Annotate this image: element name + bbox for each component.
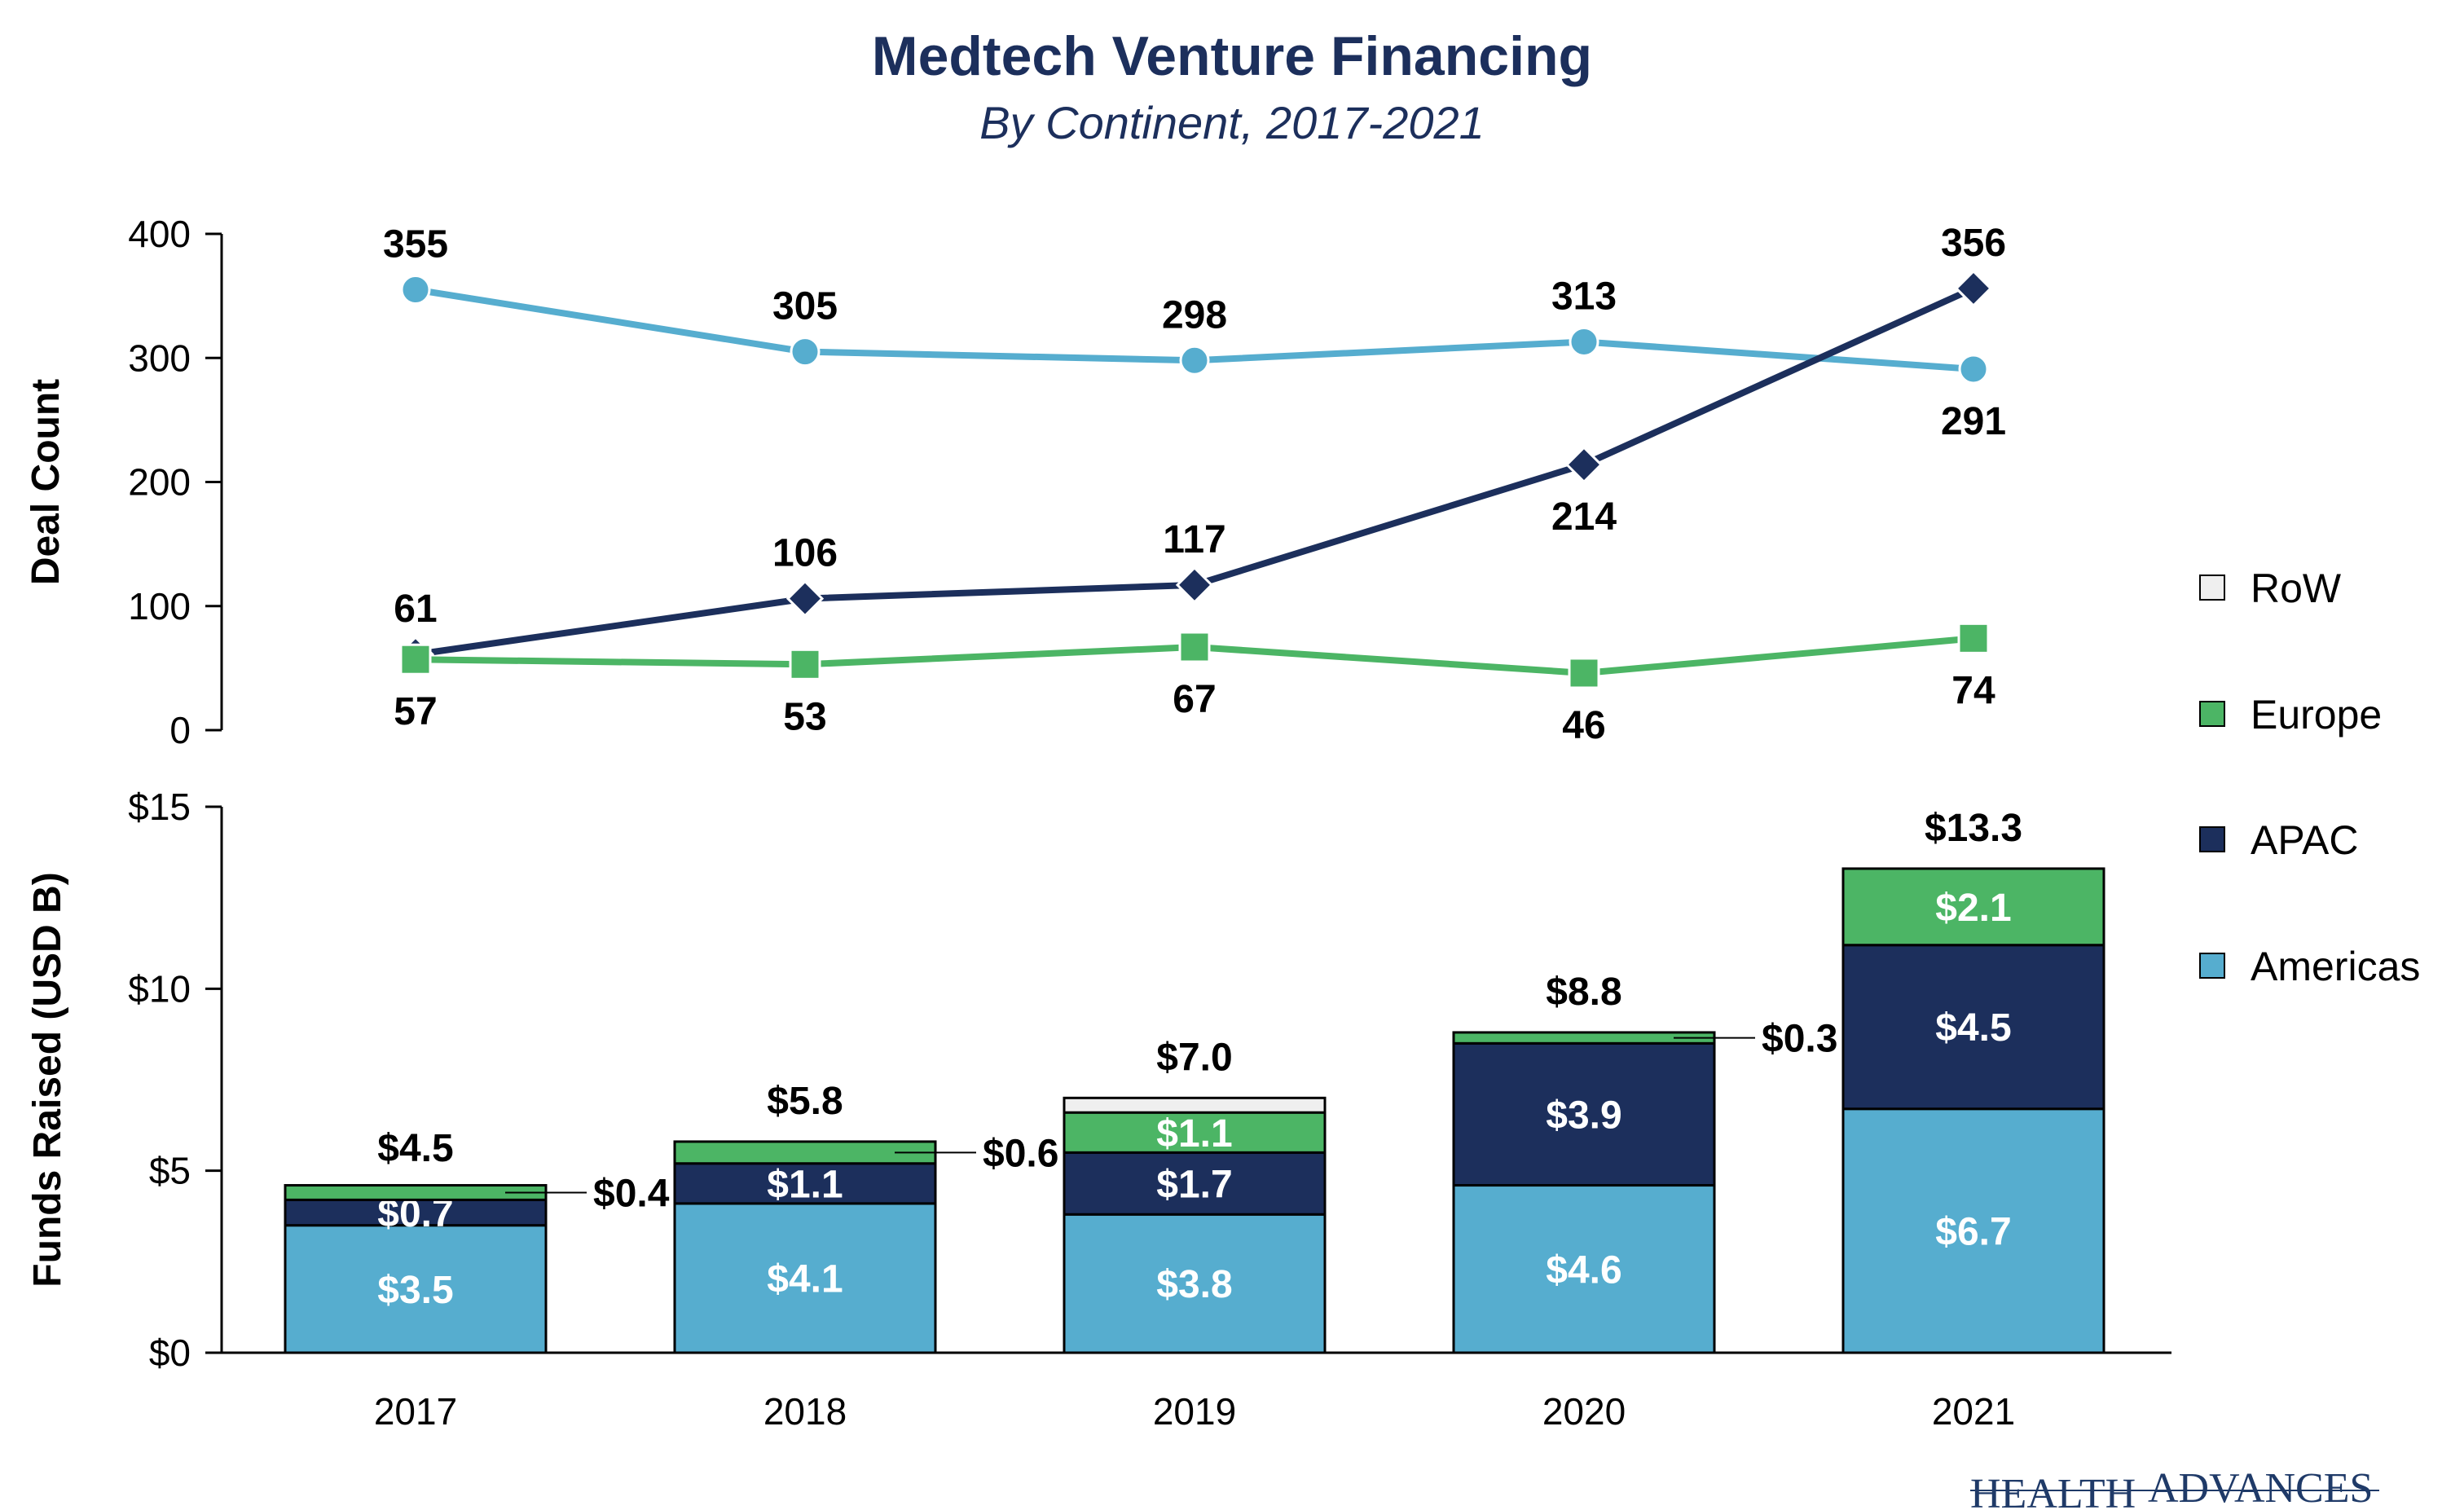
bar-total-label: $8.8 [1546,971,1621,1014]
bar-segment-europe [1841,867,2105,947]
data-label-apac: 117 [1163,518,1225,561]
bar-label-americas: $3.5 [377,1269,453,1312]
point-apac [1175,566,1214,604]
bar-total-label: $4.5 [377,1127,453,1170]
point-americas [790,337,821,368]
deal-count-line-chart: 0 100 200 300 400 Deal Count 355 305 298 313 291 61… [24,213,2006,751]
data-label-americas: 291 [1941,400,2006,443]
funds-tick-label: $10 [128,967,191,1010]
bar-segment-europe [1063,1111,1327,1154]
data-label-americas: 298 [1162,293,1227,337]
bar-label-apac: $1.1 [767,1163,843,1206]
legend-label-europe: Europe [2251,692,2382,737]
x-category-label: 2021 [1932,1390,2015,1433]
bar-segment-apac [1452,1041,1716,1187]
bar-segment-americas [284,1224,548,1354]
data-label-apac: 214 [1551,495,1617,539]
deal-count-axis-title: Deal Count [24,379,68,585]
bar-label-americas: $4.1 [767,1257,843,1301]
bar-label-apac: $3.9 [1546,1094,1621,1137]
bar-label-europe: $0.3 [1762,1018,1837,1061]
point-apac [785,579,825,618]
bar-segment-apac [1063,1151,1327,1216]
health-advances-logo: HEALTH ADVANCES [1970,1465,2379,1510]
point-americas [1179,345,1210,376]
point-europe [1568,657,1600,689]
data-label-europe: 46 [1562,704,1605,747]
data-label-apac: 356 [1941,222,2006,265]
bar-segment-apac [284,1198,548,1227]
bar-segment-apac [1841,944,2105,1111]
data-label-americas: 305 [772,285,838,328]
x-category-label: 2017 [374,1390,457,1433]
chart-title: Medtech Venture Financing [872,25,1592,87]
bar-label-apac: $4.5 [1935,1006,2011,1050]
data-label-europe: 53 [783,695,826,738]
bar-label-europe: $0.6 [983,1132,1058,1175]
bar-label-americas: $4.6 [1546,1248,1621,1292]
bar-segment-americas [673,1202,937,1354]
bar-segment-row [1063,1096,1327,1114]
bar-label-apac: $1.7 [1156,1163,1232,1206]
deal-count-tick-label: 400 [128,213,191,255]
point-europe [789,648,821,680]
deal-count-tick-label: 100 [128,585,191,627]
funds-tick-label: $15 [128,786,191,828]
funds-raised-bar-chart: $0 $5 $10 $15 Funds Raised (USD B) 2017 2018 20… [26,786,2171,1433]
legend-swatch-europe [2199,701,2225,727]
point-americas [400,275,431,306]
point-europe [1178,631,1211,663]
point-apac [1954,269,1993,308]
data-label-europe: 57 [394,690,437,733]
data-label-americas: 355 [383,223,448,266]
funds-axis-title: Funds Raised (USD B) [26,872,69,1287]
logo-text-right: ADVANCES [2148,1465,2373,1510]
bar-label-europe: $0.4 [593,1172,670,1215]
legend-label-row: RoW [2251,566,2342,611]
legend-swatch-row [2199,575,2225,601]
deal-count-tick-label: 300 [128,337,191,379]
data-label-europe: 67 [1173,678,1216,721]
x-category-label: 2019 [1153,1390,1236,1433]
point-europe [399,643,432,676]
x-category-label: 2018 [763,1390,847,1433]
bar-label-europe: $1.1 [1156,1112,1232,1156]
funds-tick-label: $0 [149,1332,191,1374]
data-label-apac: 106 [772,532,838,575]
point-americas [1569,326,1599,357]
bar-label-americas: $3.8 [1156,1263,1232,1306]
deal-count-tick-label: 200 [128,461,191,504]
legend-swatch-americas [2199,953,2225,979]
bar-label-europe: $2.1 [1935,887,2011,930]
legend-swatch-apac [2199,826,2225,852]
data-label-americas: 313 [1551,275,1617,318]
bar-total-label: $13.3 [1925,807,2022,850]
x-category-label: 2020 [1542,1390,1626,1433]
bar-segment-americas [1063,1213,1327,1354]
point-americas [1958,354,1989,385]
legend-label-americas: Americas [2251,944,2420,989]
data-label-apac: 61 [394,588,437,631]
funds-tick-label: $5 [149,1150,191,1192]
bar-segment-europe [673,1140,937,1165]
chart-subtitle: By Continent, 2017-2021 [979,97,1485,148]
deal-count-tick-label: 0 [169,709,191,751]
legend: RoW Europe APAC Americas [2199,566,2420,989]
bar-segment-apac [673,1162,937,1205]
legend-label-apac: APAC [2251,817,2358,863]
point-europe [1957,622,1990,654]
bar-total-label: $7.0 [1156,1036,1232,1079]
point-apac [1564,446,1604,484]
bar-label-americas: $6.7 [1935,1210,2011,1253]
data-label-europe: 74 [1951,669,1995,712]
bar-total-label: $5.8 [767,1080,843,1123]
